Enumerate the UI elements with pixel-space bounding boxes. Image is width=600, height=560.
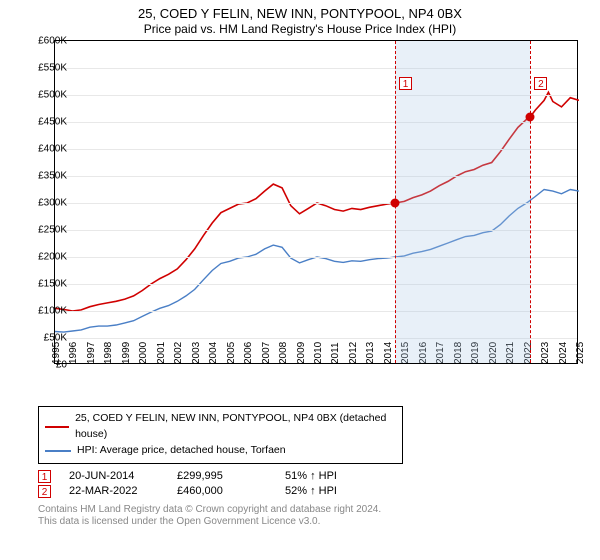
sale-point-dot [391, 199, 400, 208]
y-tick-label: £300K [21, 198, 67, 209]
legend-box: 25, COED Y FELIN, NEW INN, PONTYPOOL, NP… [38, 406, 403, 463]
sale-row: 2 22-MAR-2022 £460,000 52% ↑ HPI [38, 485, 600, 498]
marker-line [530, 41, 531, 363]
x-tick-label: 1997 [86, 342, 97, 364]
y-tick-label: £600K [21, 36, 67, 47]
x-tick-label: 2012 [348, 342, 359, 364]
legend-row: HPI: Average price, detached house, Torf… [45, 443, 396, 459]
plot-region: £0£50K£100K£150K£200K£250K£300K£350K£400… [54, 40, 578, 364]
x-tick-label: 1995 [51, 342, 62, 364]
legend-row: 25, COED Y FELIN, NEW INN, PONTYPOOL, NP… [45, 411, 396, 443]
x-tick-label: 2004 [208, 342, 219, 364]
x-tick-label: 2006 [243, 342, 254, 364]
x-tick-label: 2025 [575, 342, 586, 364]
y-tick-label: £150K [21, 279, 67, 290]
sale-badge: 1 [38, 470, 51, 483]
x-tick-label: 2009 [296, 342, 307, 364]
legend-label: 25, COED Y FELIN, NEW INN, PONTYPOOL, NP… [75, 411, 396, 443]
footer-line-1: Contains HM Land Registry data © Crown c… [38, 504, 600, 517]
sale-pct: 51% ↑ HPI [285, 470, 375, 482]
sale-badge: 2 [38, 485, 51, 498]
x-tick-label: 2024 [558, 342, 569, 364]
sale-price: £299,995 [177, 470, 267, 482]
chart-title: 25, COED Y FELIN, NEW INN, PONTYPOOL, NP… [0, 0, 600, 22]
y-tick-label: £500K [21, 90, 67, 101]
marker-badge: 2 [534, 77, 547, 90]
sale-pct: 52% ↑ HPI [285, 485, 375, 497]
sale-price: £460,000 [177, 485, 267, 497]
x-tick-label: 1998 [103, 342, 114, 364]
x-tick-label: 2000 [138, 342, 149, 364]
x-tick-label: 2011 [330, 343, 341, 365]
shaded-band [395, 41, 530, 363]
sale-date: 22-MAR-2022 [69, 485, 159, 497]
footer-attribution: Contains HM Land Registry data © Crown c… [38, 504, 600, 529]
y-tick-label: £450K [21, 117, 67, 128]
x-tick-label: 2003 [191, 342, 202, 364]
chart-area: £0£50K£100K£150K£200K£250K£300K£350K£400… [34, 40, 594, 400]
legend-swatch [45, 426, 69, 428]
x-tick-label: 2008 [278, 342, 289, 364]
x-tick-label: 2002 [173, 342, 184, 364]
x-tick-label: 2005 [226, 342, 237, 364]
x-tick-label: 2010 [313, 342, 324, 364]
sale-date: 20-JUN-2014 [69, 470, 159, 482]
x-tick-label: 1999 [121, 342, 132, 364]
x-tick-label: 1996 [68, 342, 79, 364]
legend-label: HPI: Average price, detached house, Torf… [77, 443, 286, 459]
y-tick-label: £200K [21, 252, 67, 263]
y-tick-label: £100K [21, 306, 67, 317]
legend-swatch [45, 450, 71, 452]
marker-badge: 1 [399, 77, 412, 90]
x-tick-label: 2014 [383, 342, 394, 364]
footer-line-2: This data is licensed under the Open Gov… [38, 516, 600, 529]
sale-row: 1 20-JUN-2014 £299,995 51% ↑ HPI [38, 470, 600, 483]
x-tick-label: 2013 [365, 342, 376, 364]
y-tick-label: £550K [21, 63, 67, 74]
x-tick-label: 2001 [156, 342, 167, 364]
y-tick-label: £250K [21, 225, 67, 236]
y-tick-label: £400K [21, 144, 67, 155]
x-tick-label: 2007 [261, 342, 272, 364]
chart-subtitle: Price paid vs. HM Land Registry's House … [0, 22, 600, 40]
x-tick-label: 2023 [540, 342, 551, 364]
y-tick-label: £350K [21, 171, 67, 182]
sales-list: 1 20-JUN-2014 £299,995 51% ↑ HPI 2 22-MAR-202… [38, 470, 600, 498]
sale-point-dot [526, 112, 535, 121]
